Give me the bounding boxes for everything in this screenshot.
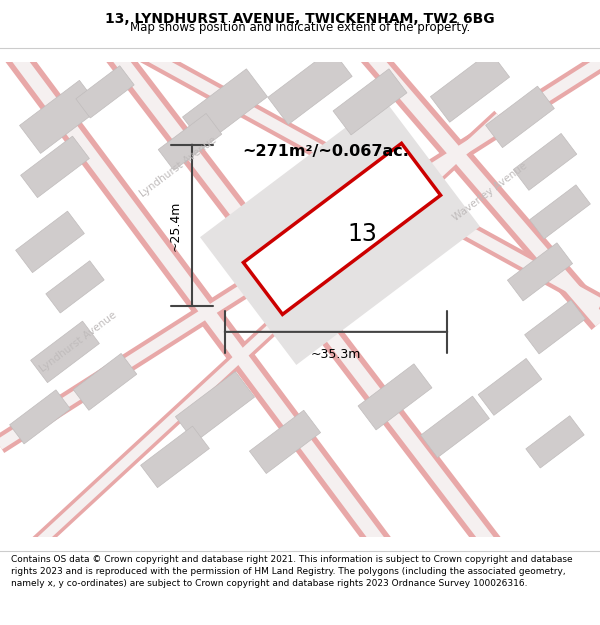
Polygon shape [20,81,100,153]
Polygon shape [46,261,104,313]
Polygon shape [158,114,222,170]
Polygon shape [10,390,70,444]
Polygon shape [140,426,209,488]
Text: ~271m²/~0.067ac.: ~271m²/~0.067ac. [242,144,409,159]
Polygon shape [524,300,586,354]
Polygon shape [526,416,584,468]
Polygon shape [508,243,572,301]
Polygon shape [16,211,85,272]
Polygon shape [20,136,89,198]
Polygon shape [73,354,137,410]
Polygon shape [244,143,440,314]
Polygon shape [31,321,100,382]
Text: Waverley Avenue: Waverley Avenue [451,161,529,223]
Polygon shape [513,134,577,190]
Text: Contains OS data © Crown copyright and database right 2021. This information is : Contains OS data © Crown copyright and d… [11,555,572,588]
Polygon shape [333,69,407,135]
Text: Lyndhurst Avenue: Lyndhurst Avenue [138,135,218,199]
Polygon shape [485,86,554,148]
Text: 13: 13 [347,222,377,246]
Polygon shape [250,410,320,474]
Text: 13, LYNDHURST AVENUE, TWICKENHAM, TW2 6BG: 13, LYNDHURST AVENUE, TWICKENHAM, TW2 6B… [105,12,495,26]
Polygon shape [182,69,268,145]
Polygon shape [268,49,352,124]
Polygon shape [421,396,490,458]
Polygon shape [530,185,590,239]
Text: Lyndhurst Avenue: Lyndhurst Avenue [38,310,118,374]
Polygon shape [76,66,134,118]
Text: ~35.3m: ~35.3m [311,348,361,361]
Polygon shape [175,371,254,442]
Polygon shape [358,364,432,430]
Text: Map shows position and indicative extent of the property.: Map shows position and indicative extent… [130,21,470,34]
Text: ~25.4m: ~25.4m [169,200,182,251]
Polygon shape [478,359,542,415]
Polygon shape [430,51,509,122]
Polygon shape [200,99,480,365]
